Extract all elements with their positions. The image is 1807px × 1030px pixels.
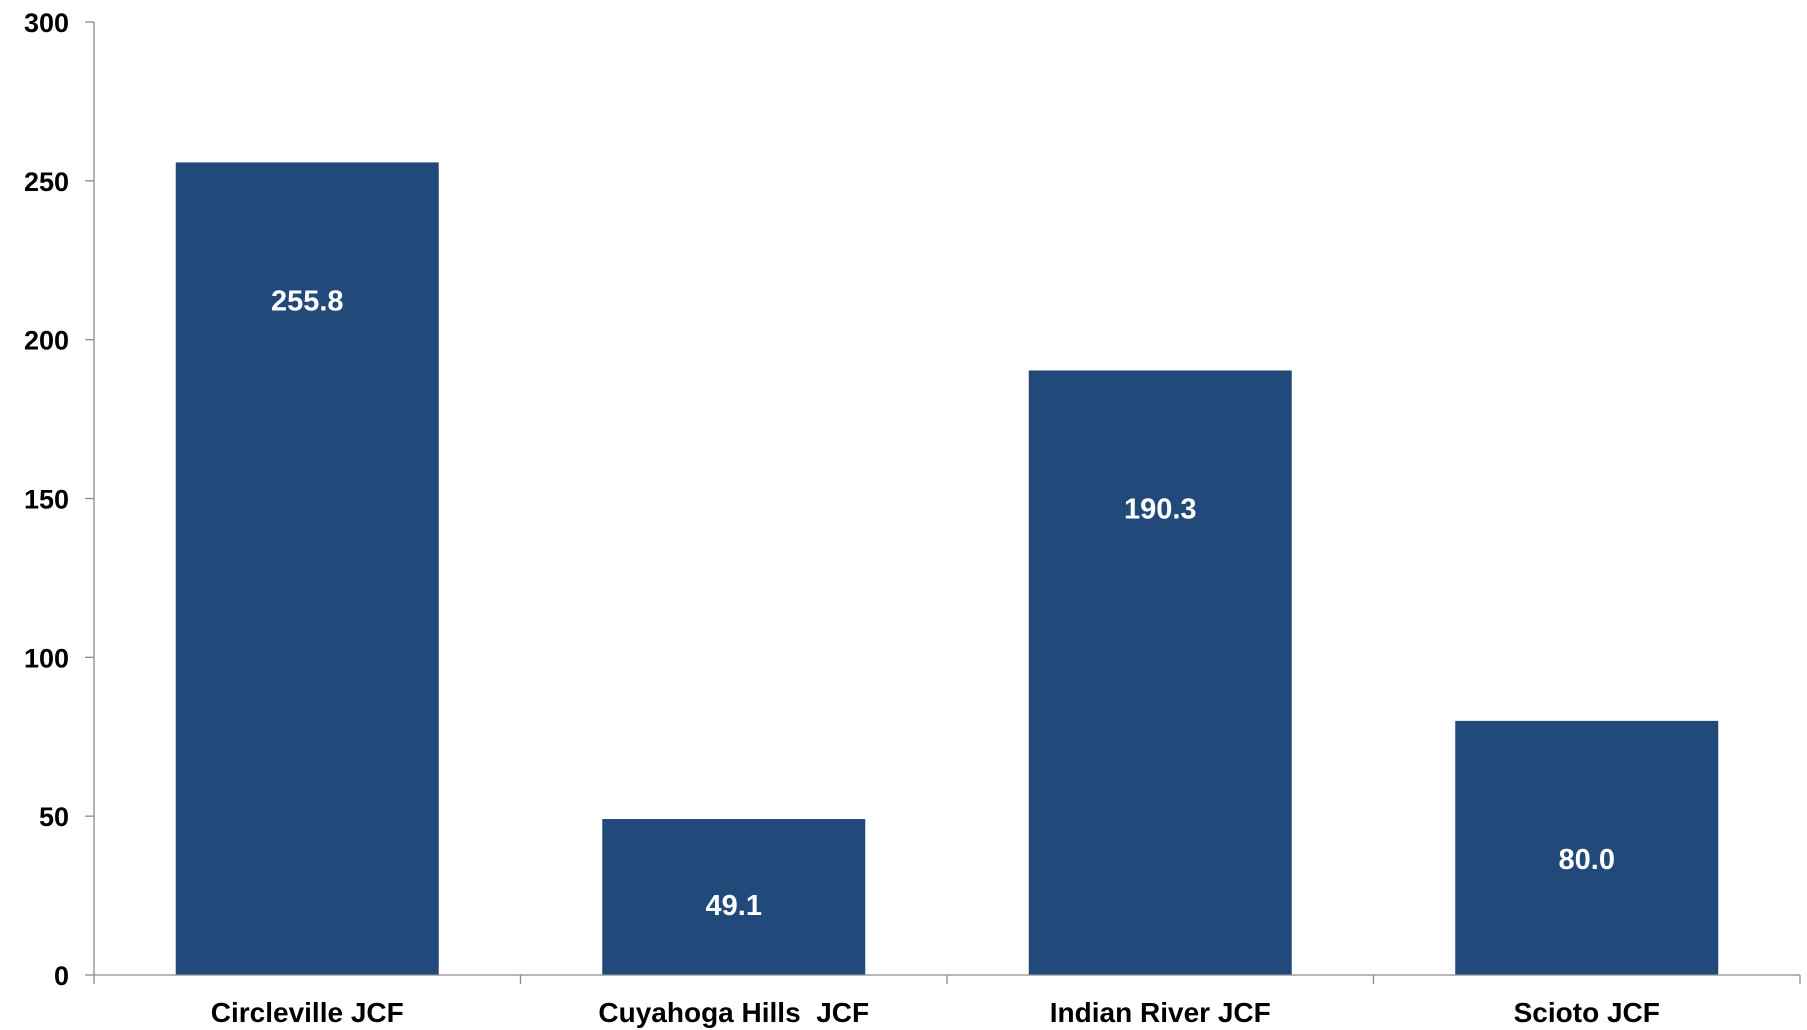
x-tick-label: Scioto JCF [1514, 997, 1660, 1028]
y-tick-label: 200 [24, 326, 69, 356]
data-label: 49.1 [706, 890, 762, 922]
data-label: 80.0 [1559, 844, 1615, 876]
x-tick-label: Cuyahoga Hills JCF [598, 997, 869, 1028]
bar [602, 819, 866, 975]
bar [175, 162, 439, 975]
y-tick-label: 150 [24, 485, 69, 515]
bars [175, 162, 1719, 975]
y-axis-ticks: 0 50 100 150 200 250 300 [24, 8, 94, 991]
data-label: 190.3 [1124, 493, 1197, 525]
y-tick-label: 50 [39, 802, 69, 832]
bar [1028, 370, 1292, 975]
data-label: 255.8 [271, 285, 344, 317]
x-tick-label: Indian River JCF [1050, 997, 1271, 1028]
y-tick-label: 300 [24, 8, 69, 38]
y-tick-label: 250 [24, 167, 69, 197]
bar [1455, 720, 1719, 975]
x-axis-ticks: Circleville JCF Cuyahoga Hills JCF Indian … [93, 975, 1801, 1028]
x-tick-label: Circleville JCF [211, 997, 404, 1028]
y-tick-label: 0 [54, 961, 69, 991]
data-labels: 255.8 49.1 190.3 80.0 [271, 285, 1615, 922]
y-tick-label: 100 [24, 643, 69, 673]
